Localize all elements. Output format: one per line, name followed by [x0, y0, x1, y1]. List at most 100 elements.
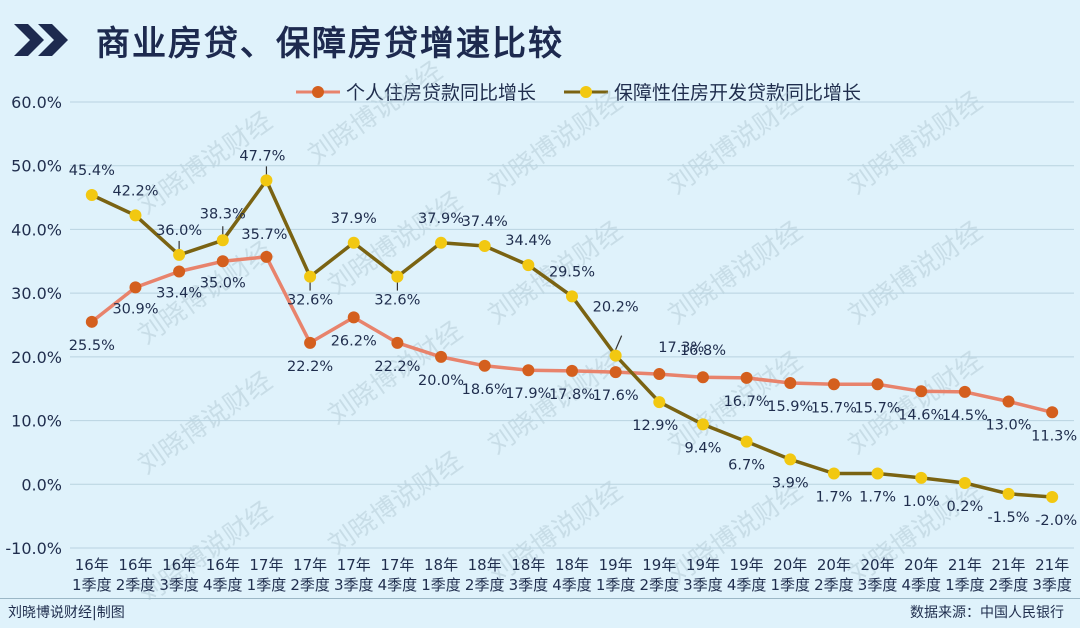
data-point-series-1 [566, 364, 578, 377]
data-label-series-2: -2.0% [1035, 513, 1077, 529]
data-point-series-1 [696, 371, 709, 384]
data-point-series-1 [478, 359, 491, 372]
watermark-text: 刘晓博说财经 [303, 56, 448, 170]
x-tick-label-year: 17年 [337, 556, 371, 574]
watermark-text: 刘晓博说财经 [483, 86, 628, 200]
data-label-series-2: 1.7% [859, 489, 896, 505]
y-tick-label: 0.0% [21, 475, 62, 494]
data-point-series-2 [871, 467, 884, 480]
data-point-series-2 [347, 236, 360, 249]
data-label-series-2: 34.4% [505, 233, 551, 249]
data-label-series-2: 36.0% [156, 223, 202, 239]
x-tick-label-year: 20年 [861, 556, 895, 574]
data-label-series-1: 33.4% [156, 285, 202, 301]
x-tick-label-year: 18年 [555, 556, 589, 574]
data-label-series-2: 37.4% [462, 214, 508, 230]
x-tick-label-year: 21年 [948, 556, 982, 574]
x-tick-label-quarter: 3季度 [1032, 576, 1072, 594]
data-label-series-1: 17.8% [549, 387, 595, 403]
data-label-series-1: 15.7% [855, 400, 901, 416]
data-point-series-2 [958, 477, 971, 490]
data-label-series-2: 45.4% [69, 163, 115, 179]
data-label-series-1: 22.2% [374, 359, 420, 375]
watermark-text: 刘晓博说财经 [323, 446, 468, 560]
x-tick-label-year: 19年 [642, 556, 676, 574]
data-label-series-2: 32.6% [374, 293, 420, 309]
x-tick-label-quarter: 1季度 [247, 576, 287, 594]
x-tick-label-year: 17年 [293, 556, 327, 574]
data-point-series-1 [827, 378, 840, 391]
x-tick-label-year: 18年 [468, 556, 502, 574]
data-label-series-2: 6.7% [728, 458, 765, 474]
data-point-series-2 [566, 290, 578, 303]
data-point-series-2 [216, 234, 229, 247]
y-tick-label: 50.0% [11, 157, 62, 176]
data-point-series-2 [173, 248, 186, 261]
data-label-series-2: 29.5% [549, 264, 595, 280]
data-point-series-2 [478, 239, 491, 252]
legend-swatch-series-1 [296, 85, 340, 98]
x-tick-label-quarter: 2季度 [814, 576, 854, 594]
data-point-series-2 [260, 174, 273, 187]
x-tick-label-quarter: 2季度 [465, 576, 505, 594]
data-point-series-1 [1002, 395, 1015, 408]
x-tick-label-year: 18年 [511, 556, 545, 574]
x-tick-label-quarter: 1季度 [945, 576, 985, 594]
data-label-series-1: 16.8% [680, 343, 726, 359]
legend-item-series-1: 个人住房贷款同比增长 [296, 78, 536, 105]
x-tick-label-quarter: 3季度 [159, 576, 199, 594]
data-point-series-1 [173, 265, 186, 278]
x-tick-label-year: 20年 [904, 556, 938, 574]
x-tick-label-year: 17年 [249, 556, 283, 574]
line-chart: 刘晓博说财经刘晓博说财经刘晓博说财经刘晓博说财经刘晓博说财经刘晓博说财经刘晓博说… [5, 56, 1077, 600]
data-point-series-2 [1002, 487, 1015, 500]
x-tick-label-year: 20年 [773, 556, 807, 574]
data-point-series-1 [216, 255, 229, 268]
data-label-series-2: 47.7% [239, 148, 285, 164]
x-tick-label-quarter: 2季度 [290, 576, 330, 594]
data-label-series-1: 14.6% [898, 407, 944, 423]
data-label-series-2: 1.7% [815, 489, 852, 505]
data-label-series-1: 35.7% [241, 227, 287, 243]
data-point-series-1 [522, 364, 535, 377]
data-point-series-1 [129, 281, 142, 294]
data-label-series-1: 18.6% [462, 382, 508, 398]
x-tick-label-year: 21年 [1035, 556, 1069, 574]
chart-legend: 个人住房贷款同比增长 保障性住房开发贷款同比增长 [296, 78, 889, 105]
watermark-text: 刘晓博说财经 [663, 86, 808, 200]
data-point-series-2 [696, 418, 709, 431]
data-point-series-2 [609, 349, 622, 362]
data-label-series-2: 1.0% [903, 494, 940, 510]
x-tick-label-year: 21年 [991, 556, 1025, 574]
x-tick-label-quarter: 4季度 [901, 576, 941, 594]
data-point-series-1 [85, 315, 98, 328]
footer-source: 数据来源：中国人民银行 [910, 605, 1064, 621]
watermark-text: 刘晓博说财经 [843, 216, 988, 330]
data-point-series-1 [784, 376, 797, 389]
x-tick-label-year: 19年 [599, 556, 633, 574]
x-tick-label-quarter: 3季度 [683, 576, 723, 594]
x-tick-label-year: 16年 [162, 556, 196, 574]
data-point-series-1 [260, 250, 273, 263]
y-tick-label: 60.0% [11, 93, 62, 112]
y-tick-label: 10.0% [11, 412, 62, 431]
x-tick-label-quarter: 3季度 [858, 576, 898, 594]
footer-credit: 刘晓博说财经|制图 [8, 605, 125, 621]
data-point-series-1 [1046, 406, 1059, 419]
data-label-series-1: 11.3% [1031, 428, 1077, 444]
data-point-series-1 [740, 371, 753, 384]
data-point-series-2 [1046, 491, 1059, 504]
x-tick-label-quarter: 4季度 [727, 576, 767, 594]
data-label-series-2: 0.2% [946, 499, 983, 515]
data-point-series-2 [522, 259, 535, 272]
x-tick-label-year: 19年 [730, 556, 764, 574]
legend-swatch-series-2 [564, 85, 609, 98]
data-point-series-2 [915, 471, 928, 484]
x-tick-label-year: 16年 [75, 556, 109, 574]
footer-divider [0, 598, 1080, 599]
legend-label-series-2: 保障性住房开发贷款同比增长 [614, 82, 862, 104]
x-tick-label-quarter: 2季度 [640, 576, 680, 594]
watermark-text: 刘晓博说财经 [133, 366, 278, 480]
data-point-series-2 [653, 396, 666, 409]
data-label-series-2: 32.6% [287, 293, 333, 309]
